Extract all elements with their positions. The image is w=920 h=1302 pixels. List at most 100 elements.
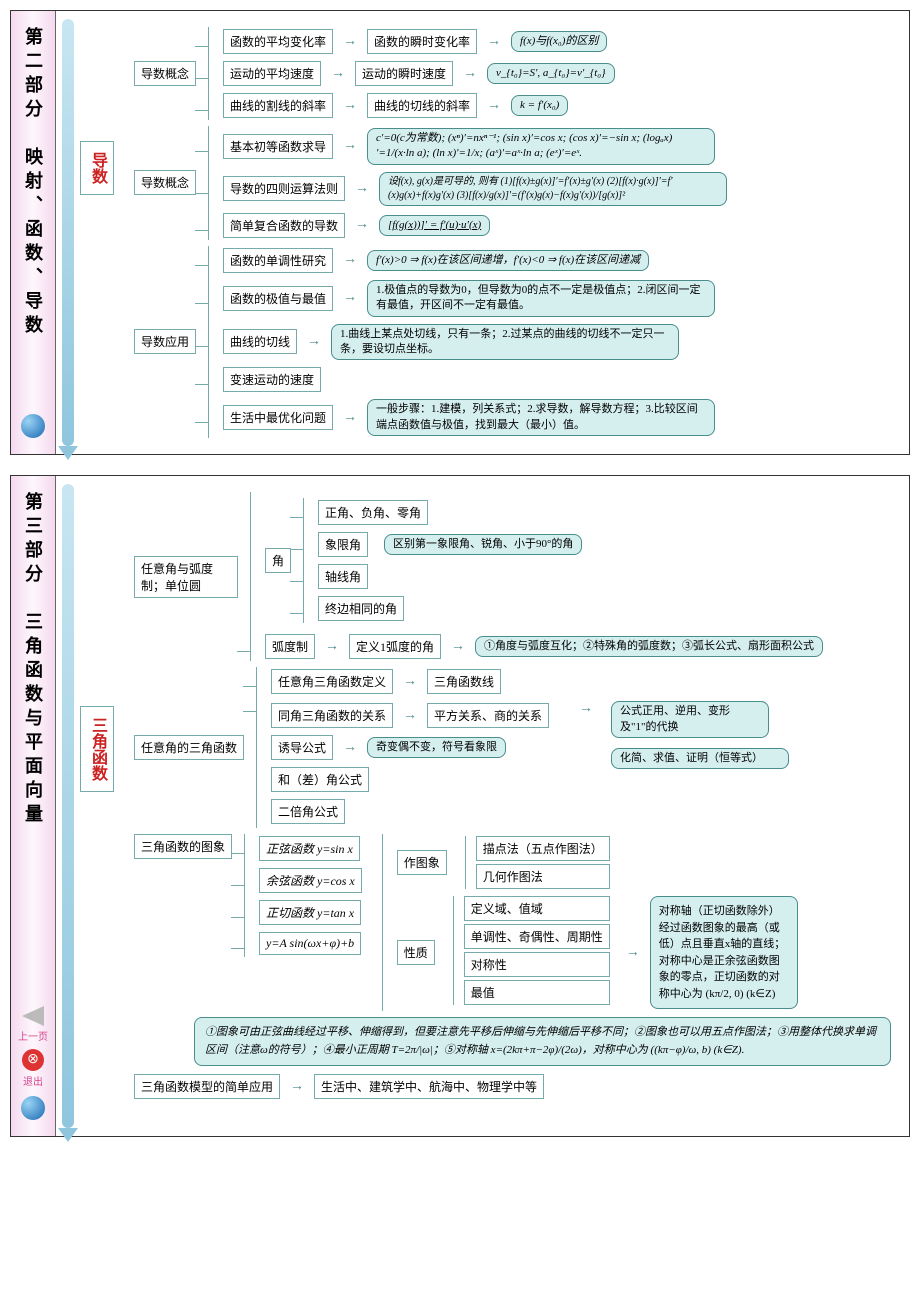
row-r2: 运动的平均速度→ 运动的瞬时速度→ v_{t₀}=S′, a_{t₀}=v′_{…: [223, 61, 615, 86]
leaf-tangent: 1.曲线上某点处切线，只有一条；2.过某点的曲线的切线不一定只一条，要设切点坐标…: [331, 324, 679, 361]
exit-label[interactable]: 退出: [23, 1073, 43, 1088]
pillar-3: [62, 484, 74, 1128]
node-model-apps: 生活中、建筑学中、航海中、物理学中等: [314, 1074, 544, 1099]
node-angle-d: 终边相同的角: [318, 596, 404, 621]
node-plot: 作图象: [397, 850, 447, 875]
node-sin: 正弦函数 y=sin x: [259, 836, 360, 861]
node-tangent-slope: 曲线的切线的斜率: [367, 93, 477, 118]
node-trig-any: 任意角的三角函数: [134, 735, 244, 760]
leaf-fx-diff: f(x)与f(x₀)的区别: [511, 31, 607, 52]
node-p2: 单调性、奇偶性、周期性: [464, 924, 610, 949]
node-p3: 对称性: [464, 952, 610, 977]
node-trig-line: 三角函数线: [427, 669, 501, 694]
leaf-side1: 公式正用、逆用、变形及"1"的代换: [611, 701, 769, 738]
node-sum-diff: 和（差）角公式: [271, 767, 369, 792]
branch-concept-1: 导数概念 函数的平均变化率→ 函数的瞬时变化率→ f(x)与f(x₀)的区别 运…: [134, 27, 901, 120]
leaf-chain-formula: [f(g(x))]′ = f′(u)·u′(x): [379, 215, 490, 236]
pillar-2: [62, 19, 74, 446]
node-double: 二倍角公式: [271, 799, 345, 824]
branch-angle: 角 正角、负角、零角 象限角 区别第一象限角、锐角、小于90°的角 轴线角 终边…: [265, 498, 823, 623]
unit-3: 第三部分 三角函数与平面向量 上一页 ⊗ 退出 三角函数 任意角与弧度制；单位圆…: [10, 475, 910, 1137]
row-r10: 变速运动的速度: [223, 367, 715, 392]
node-tangent: 曲线的切线: [223, 329, 297, 354]
branch-angle-radian: 任意角与弧度制；单位圆 角 正角、负角、零角 象限角 区别第一象限角、锐角、小于…: [134, 492, 901, 661]
branch-application: 导数应用 函数的单调性研究→ f′(x)>0 ⇒ f(x)在该区间递增，f′(x…: [134, 246, 901, 438]
node-model: 三角函数模型的简单应用: [134, 1074, 280, 1099]
root-derivative: 导数: [80, 141, 114, 195]
node-application: 导数应用: [134, 329, 196, 354]
row-r7: 函数的单调性研究→ f′(x)>0 ⇒ f(x)在该区间递增，f′(x)<0 ⇒…: [223, 248, 715, 273]
node-cos: 余弦函数 y=cos x: [259, 868, 362, 893]
node-radian: 弧度制: [265, 634, 315, 659]
node-concept-2: 导数概念: [134, 170, 196, 195]
leaf-extrema: 1.极值点的导数为0，但导数为0的点不一定是极值点；2.闭区间一定有最值，开区间…: [367, 280, 715, 317]
node-extrema: 函数的极值与最值: [223, 286, 333, 311]
node-graph: 三角函数的图象: [134, 834, 232, 859]
leaf-basic-formulas: c′=0(c为常数); (xⁿ)′=nxⁿ⁻¹; (sin x)′=cos x;…: [367, 128, 715, 165]
return-icon[interactable]: [21, 414, 45, 438]
sidebar-2: 第二部分 映射、函数、导数: [11, 11, 56, 454]
node-trig-def: 任意角三角函数定义: [271, 669, 393, 694]
leaf-optimize: 一般步骤：1.建模，列关系式；2.求导数，解导数方程；3.比较区间端点函数值与极…: [367, 399, 715, 436]
node-chain: 简单复合函数的导数: [223, 213, 345, 238]
unit-2: 第二部分 映射、函数、导数 导数 导数概念 函数的平均变化率→ 函数的瞬时变化率…: [10, 10, 910, 455]
row-r4: 基本初等函数求导→ c′=0(c为常数); (xⁿ)′=nxⁿ⁻¹; (sin …: [223, 128, 727, 165]
exit-icon[interactable]: ⊗: [22, 1049, 44, 1071]
node-arbit-angle: 任意角与弧度制；单位圆: [134, 556, 238, 598]
node-angle: 角: [265, 548, 291, 573]
node-angle-b: 象限角: [318, 532, 368, 557]
row-r5: 导数的四则运算法则→ 设f(x), g(x)是可导的, 则有 (1)[f(x)±…: [223, 172, 727, 206]
node-avg-rate: 函数的平均变化率: [223, 29, 333, 54]
sidebar-title-2: 第二部分 映射、函数、导数: [20, 27, 46, 406]
root-trig: 三角函数: [80, 706, 114, 792]
leaf-side2: 化简、求值、证明（恒等式）: [611, 748, 789, 769]
node-plot-a: 描点法（五点作图法）: [476, 836, 610, 861]
leaf-arith-formulas: 设f(x), g(x)是可导的, 则有 (1)[f(x)±g(x)]′=f′(x…: [379, 172, 727, 206]
row-r3: 曲线的割线的斜率→ 曲线的切线的斜率→ k = f′(x₀): [223, 93, 615, 118]
bottom-note: ①图象可由正弦曲线经过平移、伸缩得到，但要注意先平移后伸缩与先伸缩后平移不同；②…: [194, 1017, 891, 1066]
sidebar-title-3: 第三部分 三角函数与平面向量: [20, 492, 46, 998]
node-inst-rate: 函数的瞬时变化率: [367, 29, 477, 54]
node-optimize: 生活中最优化问题: [223, 405, 333, 430]
branch-graph: 三角函数的图象 正弦函数 y=sin x 余弦函数 y=cos x 正切函数 y…: [134, 834, 901, 1011]
row-r8: 函数的极值与最值→ 1.极值点的导数为0，但导数为0的点不一定是极值点；2.闭区…: [223, 280, 715, 317]
node-induction: 诱导公式: [271, 735, 333, 760]
node-p1: 定义域、值域: [464, 896, 610, 921]
node-angle-c: 轴线角: [318, 564, 368, 589]
node-p4: 最值: [464, 980, 610, 1005]
node-prop: 性质: [397, 940, 435, 965]
node-var-speed: 变速运动的速度: [223, 367, 321, 392]
row-r1: 函数的平均变化率→ 函数的瞬时变化率→ f(x)与f(x₀)的区别: [223, 29, 615, 54]
branch-trig-any: 任意角的三角函数 任意角三角函数定义→ 三角函数线 同角三角函数的关系→ 平方关…: [134, 667, 901, 828]
node-angle-a: 正角、负角、零角: [318, 500, 428, 525]
content-3: 三角函数 任意角与弧度制；单位圆 角 正角、负角、零角 象限角 区别第一象限角、…: [84, 476, 909, 1136]
node-monotone: 函数的单调性研究: [223, 248, 333, 273]
leaf-monotone: f′(x)>0 ⇒ f(x)在该区间递增，f′(x)<0 ⇒ f(x)在该区间递…: [367, 250, 649, 271]
row-r9: 曲线的切线→ 1.曲线上某点处切线，只有一条；2.过某点的曲线的切线不一定只一条…: [223, 324, 715, 361]
leaf-induction: 奇变偶不变，符号看象限: [367, 737, 506, 758]
return-icon-3[interactable]: [21, 1096, 45, 1120]
node-sq-quot: 平方关系、商的关系: [427, 703, 549, 728]
row-r6: 简单复合函数的导数→ [f(g(x))]′ = f′(u)·u′(x): [223, 213, 727, 238]
prev-label[interactable]: 上一页: [18, 1028, 48, 1043]
leaf-angle-note: 区别第一象限角、锐角、小于90°的角: [384, 534, 582, 555]
node-secant: 曲线的割线的斜率: [223, 93, 333, 118]
node-avg-speed: 运动的平均速度: [223, 61, 321, 86]
node-basic-deriv: 基本初等函数求导: [223, 134, 333, 159]
row-radian: 弧度制→ 定义1弧度的角→ ①角度与弧度互化；②特殊角的弧度数；③弧长公式、扇形…: [265, 634, 823, 659]
node-plot-b: 几何作图法: [476, 864, 610, 889]
node-asin: y=A sin(ωx+φ)+b: [259, 932, 361, 955]
node-concept-1: 导数概念: [134, 61, 196, 86]
leaf-v-a: v_{t₀}=S′, a_{t₀}=v′_{t₀}: [487, 63, 614, 84]
node-tan: 正切函数 y=tan x: [259, 900, 361, 925]
node-arith-rules: 导数的四则运算法则: [223, 176, 345, 201]
leaf-radian-note: ①角度与弧度互化；②特殊角的弧度数；③弧长公式、扇形面积公式: [475, 636, 823, 657]
side-note-symmetry: 对称轴（正切函数除外）经过函数图象的最高（或低）点且垂直x轴的直线；对称中心是正…: [650, 896, 798, 1009]
content-2: 导数 导数概念 函数的平均变化率→ 函数的瞬时变化率→ f(x)与f(x₀)的区…: [84, 11, 909, 454]
sidebar-3: 第三部分 三角函数与平面向量 上一页 ⊗ 退出: [11, 476, 56, 1136]
prev-arrow-icon[interactable]: [22, 1006, 44, 1026]
node-radian-def: 定义1弧度的角: [349, 634, 441, 659]
row-r11: 生活中最优化问题→ 一般步骤：1.建模，列关系式；2.求导数，解导数方程；3.比…: [223, 399, 715, 436]
branch-concept-2: 导数概念 基本初等函数求导→ c′=0(c为常数); (xⁿ)′=nxⁿ⁻¹; …: [134, 126, 901, 240]
node-inst-speed: 运动的瞬时速度: [355, 61, 453, 86]
